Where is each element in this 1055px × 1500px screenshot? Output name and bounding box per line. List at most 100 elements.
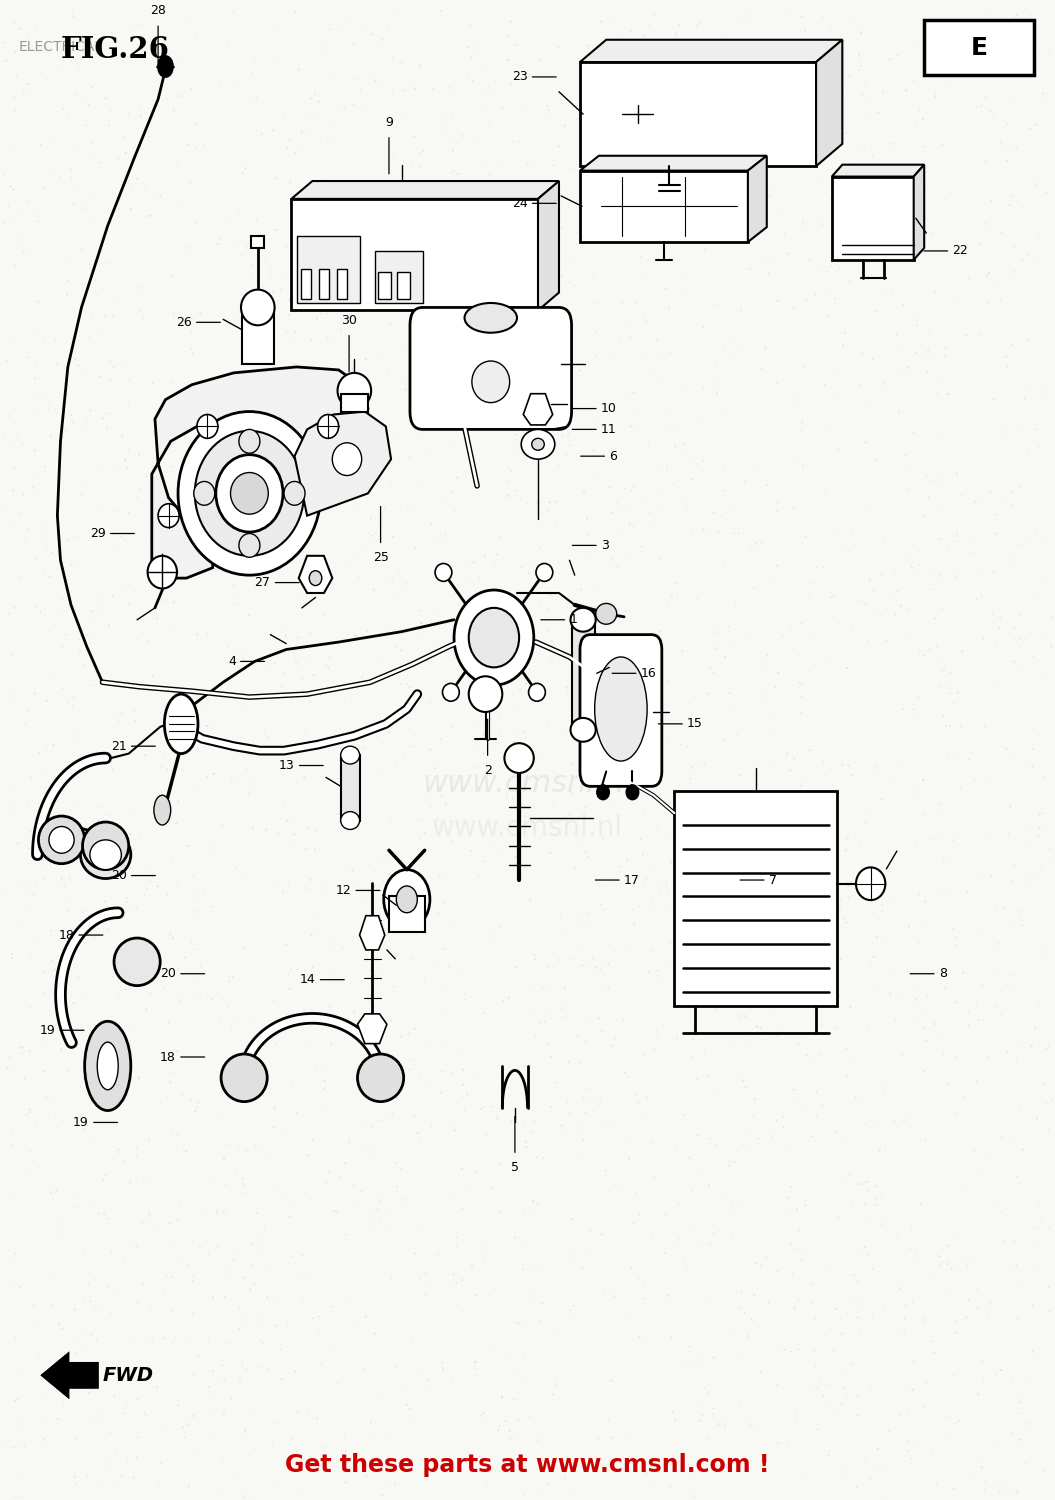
Point (813, 255, 830, 279)
Point (245, 1005, 262, 1029)
Point (626, 912, 642, 936)
Point (1028, 112, 1044, 136)
Point (47, 328, 64, 352)
Point (588, 956, 605, 980)
Point (371, 274, 388, 298)
Point (689, 1066, 706, 1090)
Point (280, 810, 296, 834)
Point (158, 1263, 175, 1287)
Point (501, 700, 518, 724)
Point (677, 1256, 694, 1280)
Point (1041, 42, 1055, 66)
Point (494, 1384, 511, 1408)
Point (335, 753, 352, 777)
Point (838, 656, 855, 680)
Point (966, 1138, 983, 1162)
Point (346, 1000, 363, 1024)
Point (314, 291, 331, 315)
Point (28, 200, 45, 223)
Point (616, 1131, 633, 1155)
Point (991, 1020, 1008, 1044)
Point (1002, 492, 1019, 516)
Point (191, 537, 208, 561)
Point (78, 470, 95, 494)
Point (435, 891, 452, 915)
Point (899, 1430, 916, 1454)
Point (925, 1010, 942, 1034)
Point (745, 1310, 762, 1334)
Point (953, 776, 970, 800)
Point (524, 1316, 541, 1340)
Point (472, 687, 488, 711)
Point (536, 1328, 553, 1352)
Point (232, 1158, 249, 1182)
Point (816, 555, 832, 579)
Point (760, 681, 776, 705)
Point (813, 213, 830, 237)
Text: 13: 13 (279, 759, 294, 772)
Point (68, 555, 84, 579)
Point (767, 1118, 784, 1142)
Point (447, 627, 464, 651)
Point (367, 38, 384, 62)
Point (966, 1173, 983, 1197)
Point (11, 1434, 27, 1458)
Text: 6: 6 (610, 450, 617, 462)
Point (642, 898, 659, 922)
Point (394, 1024, 410, 1048)
Point (680, 1335, 697, 1359)
Point (1041, 844, 1055, 868)
Point (678, 675, 695, 699)
Point (437, 938, 454, 962)
Point (119, 1449, 136, 1473)
Point (342, 344, 359, 368)
Point (525, 944, 542, 968)
Point (977, 714, 994, 738)
Point (817, 374, 833, 398)
Point (36, 1428, 53, 1452)
Point (574, 1128, 591, 1152)
Point (306, 837, 323, 861)
Point (836, 1376, 852, 1400)
Point (424, 596, 441, 619)
Point (12, 1035, 28, 1059)
Point (505, 720, 522, 744)
Point (582, 92, 599, 116)
Point (135, 306, 152, 330)
Point (234, 711, 251, 735)
Point (442, 480, 459, 504)
Point (411, 56, 428, 80)
Point (100, 1206, 117, 1230)
Point (513, 488, 530, 512)
Point (600, 1407, 617, 1431)
Point (475, 1401, 492, 1425)
Point (20, 190, 37, 214)
Point (444, 828, 461, 852)
Point (457, 982, 474, 1006)
Point (190, 1095, 207, 1119)
Point (166, 60, 183, 84)
Point (516, 1110, 533, 1134)
Point (618, 204, 635, 228)
Point (476, 741, 493, 765)
Point (725, 921, 742, 945)
Point (286, 822, 303, 846)
Point (220, 1260, 237, 1284)
Bar (337, 268, 347, 298)
Point (711, 292, 728, 316)
Point (617, 518, 634, 542)
Point (726, 780, 743, 804)
Point (808, 460, 825, 484)
Point (16, 1434, 33, 1458)
Point (627, 400, 644, 424)
Point (80, 93, 97, 117)
Point (247, 100, 264, 124)
Point (322, 18, 339, 42)
Point (959, 276, 976, 300)
Ellipse shape (504, 742, 534, 772)
Point (638, 843, 655, 867)
Point (437, 792, 454, 816)
Point (590, 1426, 607, 1450)
Point (981, 480, 998, 504)
Point (883, 214, 900, 238)
